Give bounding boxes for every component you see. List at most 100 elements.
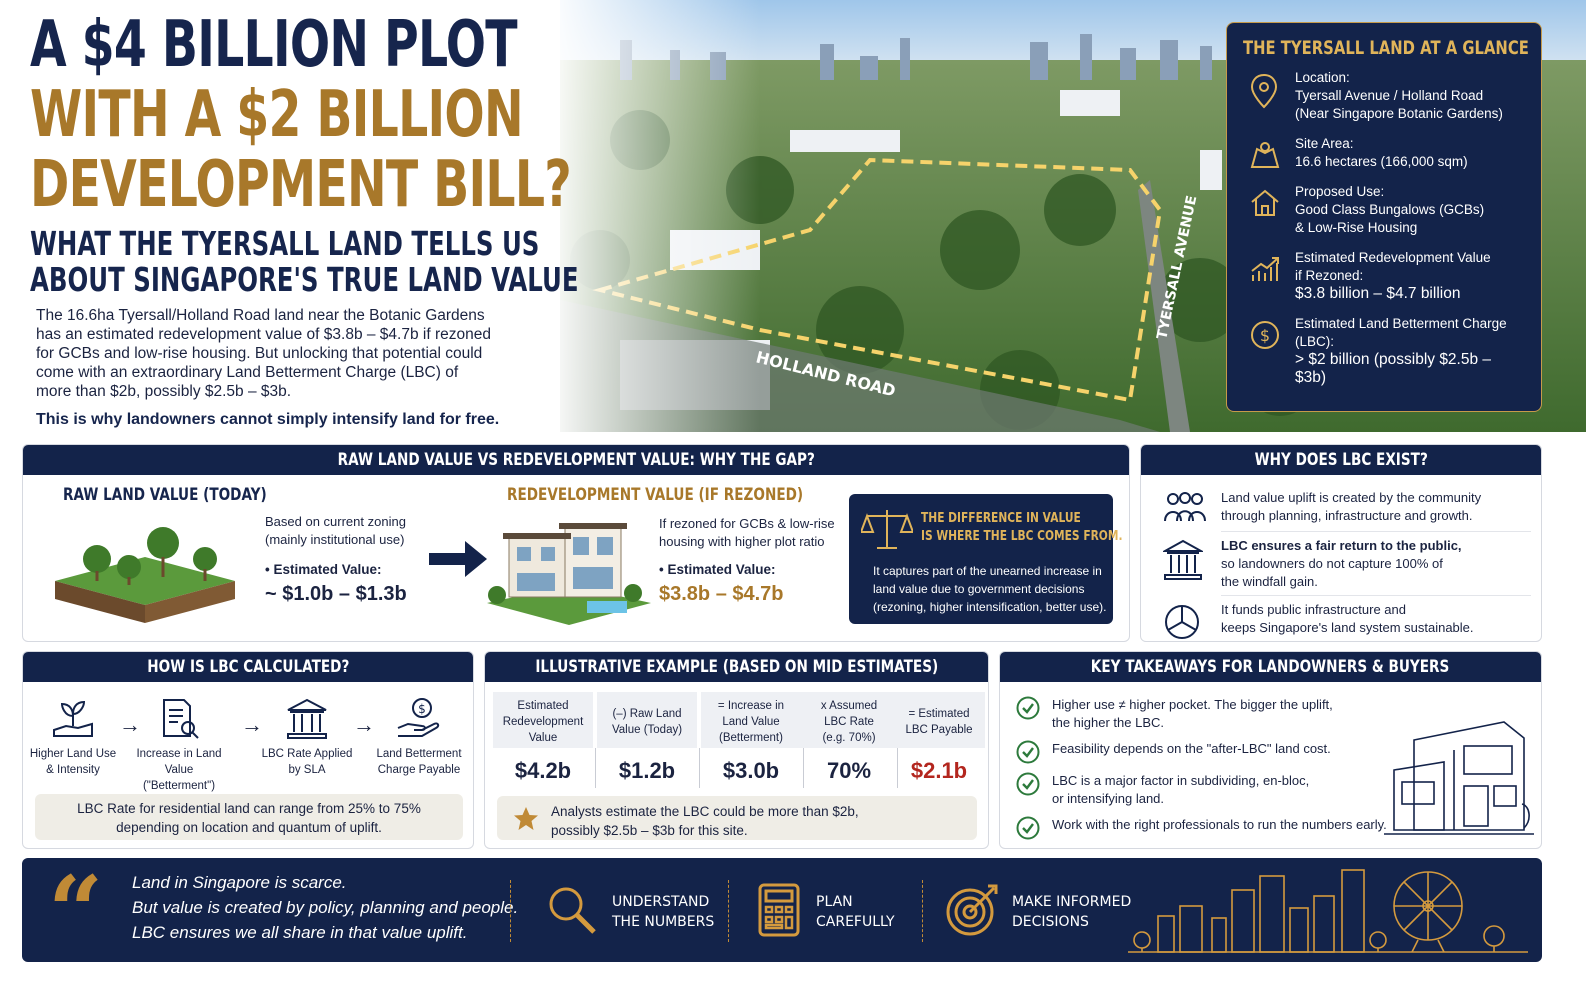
lbc-calculation-title-text: HOW IS LBC CALCULATED? xyxy=(146,657,350,677)
why-lbc-row-1: Land value uplift is created by the comm… xyxy=(1141,489,1541,545)
glance-redevelopment-value: Estimated Redevelopment Value if Rezoned… xyxy=(1243,249,1525,303)
lbc-rate-note-1: LBC Rate for residential land can range … xyxy=(77,801,421,816)
takeaway-1: Higher use ≠ higher pocket. The bigger t… xyxy=(1016,696,1396,732)
why-lbc-row-2-line-3: the windfall gain. xyxy=(1221,574,1318,589)
takeaway-2-line-1: Feasibility depends on the "after-LBC" l… xyxy=(1052,741,1331,756)
why-lbc-row-3: It funds public infrastructure and keeps … xyxy=(1141,601,1541,641)
map-area-icon xyxy=(1250,142,1280,168)
footer-quote-line-3: LBC ensures we all share in that value u… xyxy=(132,923,468,942)
why-lbc-title: WHY DOES LBC EXIST? xyxy=(1141,445,1541,475)
glance-panel: THE TYERSALL LAND AT A GLANCE Location: … xyxy=(1226,22,1542,412)
check-circle-icon xyxy=(1016,772,1040,796)
takeaway-1-line-2: the higher the LBC. xyxy=(1052,715,1165,730)
glance-lbc-label: Estimated Land Betterment Charge xyxy=(1295,316,1507,331)
svg-text:$: $ xyxy=(1260,326,1270,345)
analyst-note: Analysts estimate the LBC could be more … xyxy=(497,796,977,840)
subheadline-line-1: WHAT THE TYERSALL LAND TELLS US xyxy=(30,224,540,263)
redev-est-label: • Estimated Value: xyxy=(659,562,776,577)
headline-line-1: A $4 BILLION PLOT xyxy=(30,8,518,82)
takeaway-3-line-2: or intensifying land. xyxy=(1052,791,1165,806)
glance-site-area-value: 16.6 hectares (166,000 sqm) xyxy=(1295,154,1468,169)
divider xyxy=(1221,595,1531,596)
takeaways-title: KEY TAKEAWAYS FOR LANDOWNERS & BUYERS xyxy=(1000,652,1541,682)
redev-desc-1: If rezoned for GCBs & low-rise xyxy=(659,516,835,531)
example-col-4-h2: LBC Rate xyxy=(824,716,874,728)
calc-step-4-line-2: Charge Payable xyxy=(377,764,461,776)
value-gap-section: RAW LAND VALUE VS REDEVELOPMENT VALUE: W… xyxy=(22,444,1130,642)
divider xyxy=(510,880,511,942)
hero-section: HOLLAND ROAD TYERSALL AVENUE A $4 BILLIO… xyxy=(0,0,1586,432)
footer-understand-line-2: THE NUMBERS xyxy=(612,914,715,930)
target-icon xyxy=(946,884,998,936)
takeaway-3-line-1: LBC is a major factor in subdividing, en… xyxy=(1052,773,1310,788)
community-icon xyxy=(1164,492,1206,522)
government-building-icon xyxy=(1163,539,1203,580)
example-col-4-value: 70% xyxy=(826,758,872,783)
svg-text:$: $ xyxy=(418,702,426,716)
difference-title-1: THE DIFFERENCE IN VALUE xyxy=(921,511,1081,526)
modern-house-sketch xyxy=(1384,721,1534,835)
footer-quote-line-1: Land in Singapore is scarce. xyxy=(132,873,347,892)
example-col-3-h2: Land Value xyxy=(722,716,780,728)
calc-step-4: $ Land Betterment Charge Payable xyxy=(371,696,467,778)
quote-mark: “ xyxy=(48,858,104,962)
example-col-1-h2: Redevelopment xyxy=(502,716,584,728)
example-title: ILLUSTRATIVE EXAMPLE (BASED ON MID ESTIM… xyxy=(485,652,988,682)
step-arrow-1: → xyxy=(119,712,141,737)
example-col-5: = Estimated LBC Payable $2.1b xyxy=(893,692,985,784)
divider xyxy=(897,748,898,788)
glance-location-value-2: (Near Singapore Botanic Gardens) xyxy=(1295,106,1503,121)
difference-card: THE DIFFERENCE IN VALUE IS WHERE THE LBC… xyxy=(849,494,1123,624)
check-circle-icon xyxy=(1016,696,1040,720)
example-col-1: Estimated Redevelopment Value $4.2b xyxy=(493,692,593,784)
takeaways-title-text: KEY TAKEAWAYS FOR LANDOWNERS & BUYERS xyxy=(1091,657,1450,677)
glance-site-area: Site Area: 16.6 hectares (166,000 sqm) xyxy=(1243,135,1525,171)
example-col-1-h3: Value xyxy=(528,732,558,744)
example-col-3: = Increase in Land Value (Betterment) $3.0… xyxy=(701,692,801,784)
redevelopment-house-illustration xyxy=(487,523,651,625)
glance-redev-value: $3.8 billion – $4.7 billion xyxy=(1295,285,1461,302)
lbc-calculation-section: HOW IS LBC CALCULATED? Higher Land Use & … xyxy=(22,651,474,849)
example-col-5-value: $2.1b xyxy=(910,758,968,783)
house-icon xyxy=(1251,189,1279,216)
right-arrow-icon xyxy=(429,541,487,577)
calc-step-2: Increase in Land Value ("Betterment") xyxy=(131,696,227,794)
footer-plan-line-1: PLAN xyxy=(816,894,853,910)
raw-land-title: RAW LAND VALUE (TODAY) xyxy=(63,485,267,505)
footer-quote: Land in Singapore is scarce. But value i… xyxy=(132,870,518,945)
footer-banner: “ Land in Singapore is scarce. But value… xyxy=(22,858,1542,962)
intro-strong: This is why landowners cannot simply int… xyxy=(36,411,500,428)
analyst-note-1: Analysts estimate the LBC could be more … xyxy=(551,804,859,819)
why-lbc-row-3-line-2: keeps Singapore's land system sustainabl… xyxy=(1221,620,1474,635)
value-gap-title: RAW LAND VALUE VS REDEVELOPMENT VALUE: W… xyxy=(23,445,1129,475)
key-takeaways-section: KEY TAKEAWAYS FOR LANDOWNERS & BUYERS Hi… xyxy=(999,651,1542,849)
example-title-text: ILLUSTRATIVE EXAMPLE (BASED ON MID ESTIM… xyxy=(535,657,939,677)
scales-icon xyxy=(861,510,913,549)
footer-plan-line-2: CAREFULLY xyxy=(816,914,895,930)
glance-redev-label: Estimated Redevelopment Value xyxy=(1295,250,1491,265)
calc-step-3-line-1: LBC Rate Applied xyxy=(261,748,353,760)
footer-decide: MAKE INFORMED DECISIONS xyxy=(944,882,1131,943)
example-col-1-value: $4.2b xyxy=(514,758,572,783)
footer-quote-line-2: But value is created by policy, planning… xyxy=(132,898,519,917)
raw-land-desc-1: Based on current zoning xyxy=(265,514,406,529)
calc-step-2-line-2: ("Betterment") xyxy=(142,780,216,792)
calculator-icon xyxy=(758,883,800,937)
takeaway-3: LBC is a major factor in subdividing, en… xyxy=(1016,772,1396,808)
lbc-rate-note-2: depending on location and quantum of upl… xyxy=(116,820,382,835)
illustrative-example-section: ILLUSTRATIVE EXAMPLE (BASED ON MID ESTIM… xyxy=(484,651,989,849)
takeaway-1-line-1: Higher use ≠ higher pocket. The bigger t… xyxy=(1052,697,1333,712)
raw-land-est-value: ~ $1.0b – $1.3b xyxy=(265,583,407,605)
why-lbc-row-1-line-1: Land value uplift is created by the comm… xyxy=(1221,490,1482,505)
growth-chart-icon xyxy=(1251,257,1279,281)
example-col-2-h2: Value (Today) xyxy=(611,724,683,736)
example-col-2-value: $1.2b xyxy=(618,758,676,783)
example-col-4: x Assumed LBC Rate (e.g. 70%) 70% xyxy=(799,692,899,784)
footer-understand: UNDERSTAND THE NUMBERS xyxy=(544,882,714,943)
calc-step-2-line-1: Increase in Land Value xyxy=(136,748,222,776)
glance-proposed-use: Proposed Use: Good Class Bungalows (GCBs… xyxy=(1243,183,1525,237)
example-col-2: (–) Raw Land Value (Today) $1.2b xyxy=(597,692,697,784)
glance-location: Location: Tyersall Avenue / Holland Road… xyxy=(1243,69,1525,123)
pie-chart-icon xyxy=(1165,605,1199,639)
raw-land-est-label: • Estimated Value: xyxy=(265,562,382,577)
